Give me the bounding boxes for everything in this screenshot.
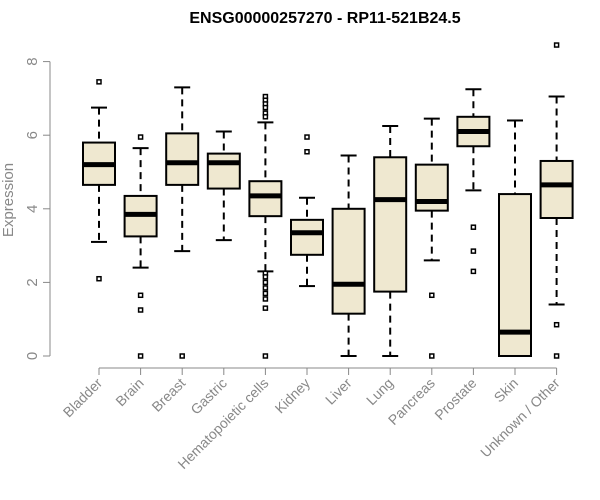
box-lung: [373, 125, 408, 357]
outlier-point: [262, 305, 269, 311]
x-tick-label: Prostate: [431, 375, 479, 423]
y-axis-label: Expression: [0, 163, 17, 237]
iqr-box: [290, 218, 324, 256]
outlier-point: [262, 274, 269, 280]
y-tick-label: 0: [24, 352, 41, 360]
iqr-box: [539, 159, 574, 220]
outlier-point: [96, 275, 102, 282]
iqr-box: [165, 132, 200, 186]
x-tick-label: Skin: [491, 375, 522, 406]
outlier-point: [262, 285, 269, 291]
iqr-box: [248, 180, 283, 218]
x-tick-label: Brain: [112, 375, 146, 409]
outlier-point: [553, 353, 560, 359]
outlier-point: [137, 134, 144, 140]
chart-title: ENSG00000257270 - RP11-521B24.5: [189, 10, 460, 27]
outlier-point: [470, 224, 477, 230]
x-tick-label: Liver: [322, 375, 355, 408]
outlier-point: [470, 268, 477, 275]
outlier-point: [553, 42, 560, 48]
y-axis: 0 2 4 6 8: [24, 57, 51, 360]
outlier-point: [553, 321, 560, 328]
box-breast: [165, 86, 200, 359]
outlier-point: [137, 292, 144, 299]
outlier-point: [262, 104, 269, 111]
y-tick-label: 4: [24, 205, 41, 213]
box-bladder: [82, 79, 116, 282]
box-gastric: [206, 130, 241, 242]
box-unknown-other: [539, 42, 574, 359]
box-liver: [331, 154, 366, 357]
iqr-box: [373, 156, 408, 293]
x-tick-label: Bladder: [60, 375, 106, 421]
outlier-point: [137, 307, 144, 313]
outlier-point: [262, 353, 269, 359]
iqr-box: [331, 207, 366, 315]
outlier-point: [304, 134, 310, 140]
x-tick-label: Kidney: [272, 375, 314, 417]
outlier-point: [262, 296, 269, 302]
outlier-point: [262, 114, 269, 120]
box-prostate: [456, 88, 491, 275]
y-tick-label: 8: [24, 57, 41, 65]
box-kidney: [290, 134, 324, 288]
outlier-point: [137, 353, 144, 359]
outlier-point: [262, 279, 269, 286]
y-tick-label: 2: [24, 278, 41, 286]
x-tick-label: Unknown / Other: [477, 375, 563, 461]
outlier-point: [429, 292, 435, 299]
outlier-point: [429, 353, 435, 359]
outlier-point: [262, 290, 269, 297]
iqr-box: [498, 193, 532, 357]
outlier-point: [470, 248, 477, 254]
box-series: [82, 42, 574, 359]
box-hematopoietic-cells: [248, 93, 283, 359]
y-tick-label: 6: [24, 131, 41, 139]
outlier-point: [179, 353, 185, 359]
x-tick-label: Breast: [148, 375, 188, 415]
box-skin: [498, 119, 532, 357]
x-tick-label: Lung: [363, 375, 396, 408]
iqr-box: [206, 152, 241, 190]
box-brain: [123, 134, 158, 359]
box-pancreas: [414, 117, 449, 359]
outlier-point: [96, 79, 102, 85]
outlier-point: [304, 149, 310, 155]
